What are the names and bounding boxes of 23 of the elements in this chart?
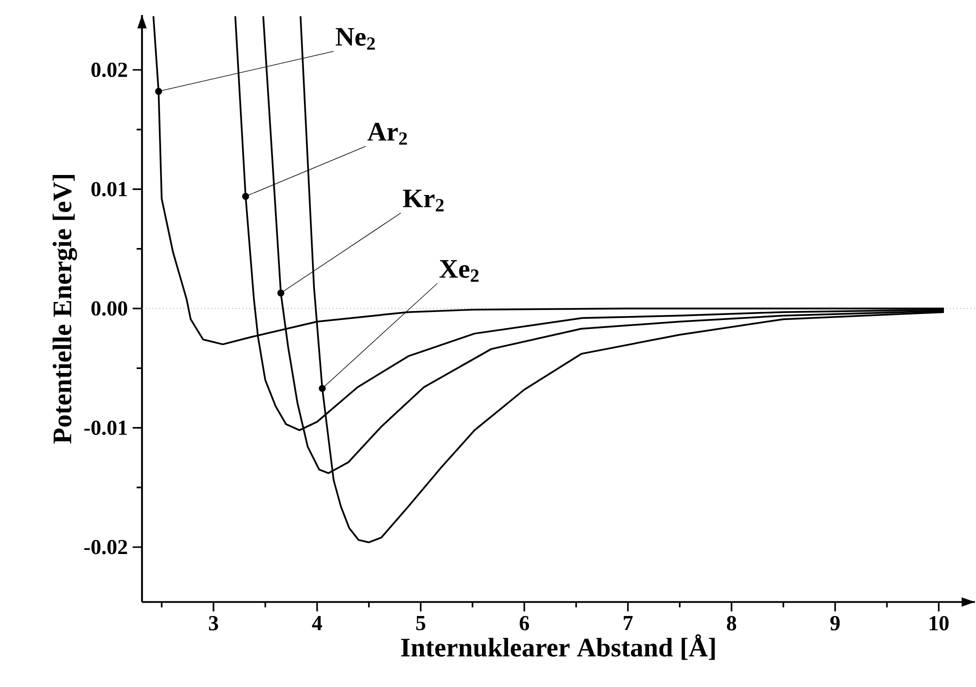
x-tick-label: 10 [930,616,949,630]
y-tick-label: 0.00 [91,301,128,316]
annotation: Xe$_{2}$ [439,260,479,282]
x-axis-title: Internuklearer Abstand [Å] [401,634,715,660]
y-tick-label: 0.02 [91,62,128,78]
point [277,290,284,296]
y-tick-label: -0.02 [84,540,128,554]
x-tick-label: 4 [312,616,322,630]
annotation: Kr$_{2}$ [402,190,444,212]
x-tick-label: 8 [726,616,736,630]
x-tick-label: 5 [416,616,426,630]
y-axis-title: Potentielle Energie [eV] [52,174,78,444]
y-tick-label: 0.01 [91,182,127,196]
x-tick-label: 7 [624,616,633,630]
annotation: Ar$_{2}$ [368,122,407,145]
point [155,88,162,95]
x-tick-label: 6 [520,616,530,630]
x-tick-label: 9 [830,616,840,630]
point [242,192,250,200]
point [318,384,326,392]
annotation: Ne$_{2}$ [336,28,375,50]
x-tick-label: 3 [208,616,218,630]
y-tick-label: -0.01 [84,420,127,436]
